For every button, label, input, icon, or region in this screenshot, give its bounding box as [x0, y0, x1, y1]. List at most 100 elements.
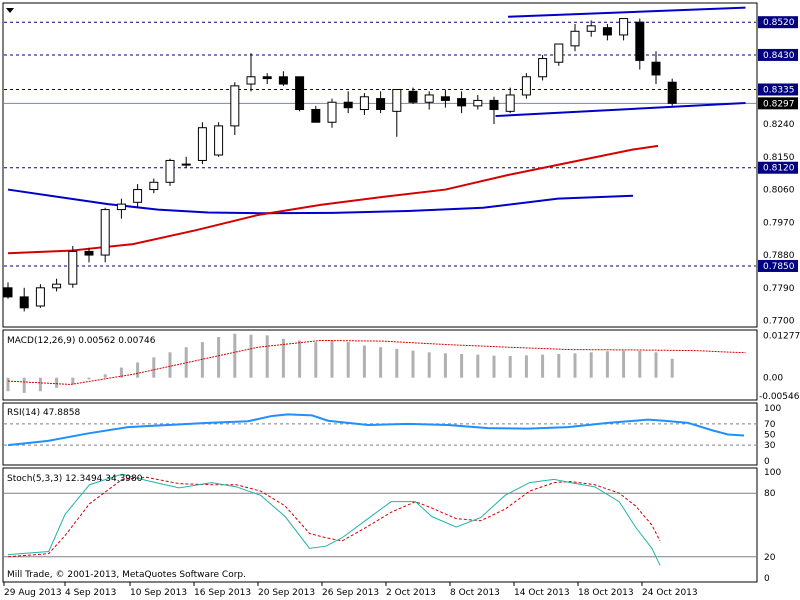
- copyright-text: Mill Trade, © 2001-2013, MetaQuotes Soft…: [7, 570, 246, 580]
- candle-body: [35, 287, 45, 307]
- price-tick-label: 0.7700: [763, 317, 795, 327]
- price-tick-label: 0.7970: [763, 218, 795, 228]
- date-label: 10 Sep 2013: [130, 588, 187, 598]
- candle-body: [230, 85, 240, 127]
- candle-body: [667, 81, 677, 104]
- candle-body: [359, 96, 369, 111]
- price-tag: [758, 83, 798, 96]
- candle-body: [295, 76, 305, 111]
- date-label: 20 Sep 2013: [258, 588, 315, 598]
- candle-body: [440, 96, 450, 101]
- date-label: 18 Oct 2013: [578, 588, 634, 598]
- rsi-tick: 100: [764, 404, 781, 414]
- price-tick-label: 0.8240: [763, 120, 795, 130]
- candle-body: [84, 250, 94, 256]
- candle-body: [278, 76, 288, 85]
- rsi-tick: 0: [764, 457, 770, 467]
- price-tag-label: 0.8430: [763, 51, 795, 61]
- macd-signal-line: [7, 339, 746, 385]
- price-tag-label: 0.8520: [763, 18, 795, 28]
- candle-body: [538, 58, 548, 78]
- candle-body: [505, 94, 515, 112]
- price-tag: [758, 48, 798, 61]
- price-tick-label: 0.8060: [763, 186, 795, 196]
- candle-body: [19, 296, 29, 309]
- price-tag: [758, 16, 798, 29]
- stoch-label: Stoch(5,3,3) 12.3494 34.3980: [7, 474, 143, 484]
- candle-body: [457, 98, 467, 107]
- candle-body: [489, 99, 499, 111]
- macd-tick: 0.01277: [763, 331, 800, 341]
- stoch-tick: 80: [764, 489, 776, 499]
- candle-body: [165, 159, 175, 183]
- candle-body: [311, 109, 321, 123]
- candle-body: [133, 189, 143, 203]
- channel-lower-line: [495, 101, 746, 118]
- price-panel: [2, 2, 758, 328]
- rsi-tick: 70: [764, 420, 776, 430]
- candle-body: [246, 76, 256, 85]
- rsi-line: [7, 413, 745, 447]
- candle-body: [214, 125, 224, 156]
- candle-body: [262, 76, 272, 80]
- stoch-tick: 0: [764, 574, 770, 584]
- price-tag: [758, 161, 798, 174]
- rsi-panel: [2, 402, 758, 466]
- macd-label: MACD(12,26,9) 0.00562 0.00746: [7, 336, 156, 346]
- price-tag: [758, 97, 798, 110]
- macd-tick: -0.00546: [759, 392, 800, 402]
- candle-body: [570, 30, 580, 47]
- candle-body: [651, 61, 661, 76]
- menu-arrow-icon[interactable]: [6, 8, 14, 13]
- date-label: 4 Sep 2013: [65, 588, 116, 598]
- macd-panel: [2, 329, 758, 401]
- candle-body: [376, 98, 386, 111]
- date-label: 24 Oct 2013: [642, 588, 698, 598]
- rsi-tick: 30: [764, 441, 776, 451]
- price-tick-label: 0.8150: [763, 153, 795, 163]
- date-label: 16 Sep 2013: [194, 588, 251, 598]
- candle-body: [343, 101, 353, 109]
- candle-body: [408, 90, 418, 103]
- candle-body: [635, 21, 645, 61]
- stoch-tick: 20: [764, 553, 776, 563]
- candle-body: [100, 209, 110, 256]
- stoch-panel: [2, 467, 758, 583]
- candle-body: [3, 287, 13, 298]
- rsi-label: RSI(14) 47.8858: [7, 408, 80, 418]
- price-tag-label: 0.8120: [763, 164, 795, 174]
- candle-body: [619, 18, 629, 36]
- candle-body: [116, 203, 126, 211]
- candle-body: [586, 25, 596, 32]
- macd-tick: 0.00: [763, 374, 783, 384]
- rsi-tick: 50: [764, 431, 776, 441]
- stoch-tick: 100: [764, 468, 781, 478]
- candle-body: [602, 27, 612, 36]
- candle-body: [554, 43, 564, 63]
- candle-body: [392, 89, 402, 112]
- candle-body: [68, 250, 78, 285]
- price-tick-label: 0.7880: [763, 251, 795, 261]
- price-tag-label: 0.8297: [763, 99, 795, 109]
- date-label: 2 Oct 2013: [386, 588, 436, 598]
- ma-red-line: [7, 144, 659, 255]
- price-tag-label: 0.7850: [763, 262, 795, 272]
- ma-blue-line: [7, 188, 634, 215]
- candle-body: [181, 163, 191, 166]
- stoch-k-line: [7, 473, 661, 566]
- candle-body: [149, 181, 159, 191]
- date-label: 29 Aug 2013: [4, 588, 62, 598]
- candle-body: [424, 94, 434, 103]
- price-tag-label: 0.8335: [763, 86, 795, 96]
- price-tag: [758, 259, 798, 272]
- candle-body: [473, 99, 483, 107]
- candle-body: [327, 101, 337, 123]
- channel-upper-line: [507, 6, 746, 18]
- date-label: 8 Oct 2013: [450, 588, 500, 598]
- price-tick-label: 0.7790: [763, 284, 795, 294]
- date-label: 14 Oct 2013: [514, 588, 570, 598]
- candle-body: [52, 283, 62, 289]
- candle-body: [521, 76, 531, 96]
- candle-body: [197, 127, 207, 161]
